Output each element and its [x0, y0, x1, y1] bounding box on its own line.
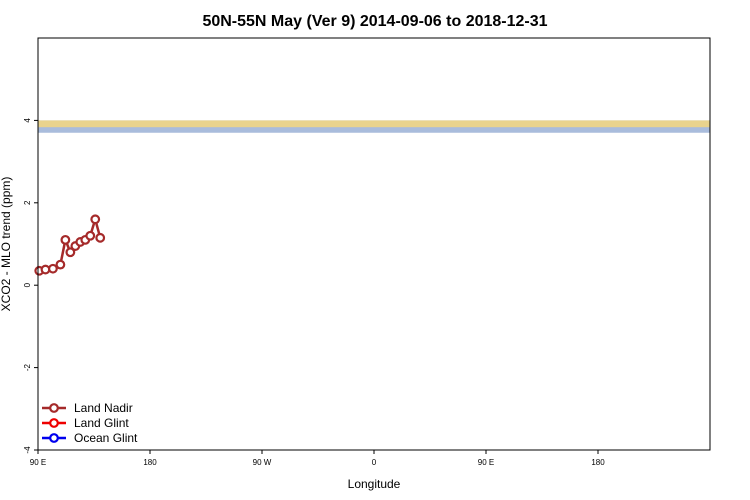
x-tick-label: 0	[372, 458, 377, 467]
x-tick-label: 180	[591, 458, 605, 467]
x-tick-label: 90 E	[30, 458, 46, 467]
legend-marker	[49, 403, 59, 413]
data-point	[55, 259, 66, 270]
y-tick-label: -4	[23, 446, 32, 454]
series-0	[34, 214, 106, 276]
data-point	[95, 232, 106, 243]
legend-label: Land Glint	[74, 416, 129, 430]
y-tick-label: 4	[23, 118, 32, 123]
legend-marker	[49, 433, 59, 443]
y-axis-label: XCO2 - MLO trend (ppm)	[0, 177, 13, 312]
x-axis-ticks: 90 E 180 90 W 0 90 E 180	[30, 450, 605, 467]
chart-title: 50N-55N May (Ver 9) 2014-09-06 to 2018-1…	[202, 13, 547, 30]
x-tick-label: 180	[143, 458, 157, 467]
y-tick-label: 2	[23, 200, 32, 205]
legend-marker	[49, 418, 59, 428]
plot-frame	[37, 37, 711, 451]
x-axis-label: Longitude	[348, 477, 401, 491]
legend-label: Ocean Glint	[74, 431, 138, 445]
series-line	[39, 214, 102, 273]
legend-label: Land Nadir	[74, 401, 133, 415]
data-point	[48, 263, 58, 274]
map-strip	[38, 120, 710, 133]
x-tick-label: 90 W	[253, 458, 272, 467]
map-strip-land	[38, 120, 710, 128]
data-point	[90, 214, 101, 225]
data-point	[85, 230, 96, 241]
series-layer	[34, 214, 106, 276]
y-tick-label: 0	[23, 282, 32, 287]
x-tick-label: 90 E	[478, 458, 494, 467]
data-point	[65, 247, 76, 258]
y-axis-ticks: -4 -2 0 2 4	[23, 118, 38, 454]
data-point	[60, 234, 71, 245]
y-tick-label: -2	[23, 363, 32, 371]
